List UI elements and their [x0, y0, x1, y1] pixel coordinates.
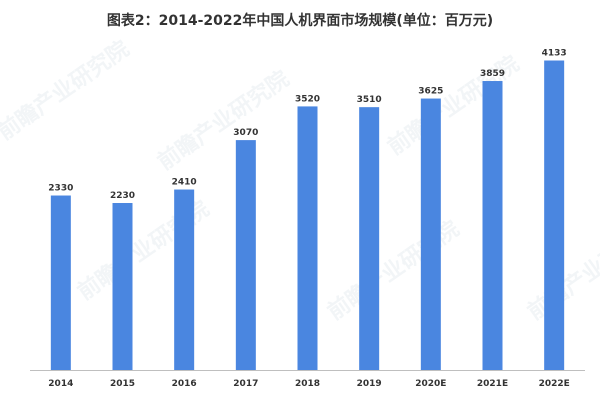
x-tick-label-2020E: 2020E [415, 379, 446, 389]
x-tick-label-2015: 2015 [110, 379, 135, 389]
bar-2021E [482, 81, 503, 371]
x-tick-label-2021E: 2021E [477, 379, 508, 389]
data-label-2017: 3070 [233, 128, 258, 138]
data-label-2018: 3520 [295, 94, 320, 104]
bar-2018 [297, 106, 318, 370]
data-label-2022E: 4133 [542, 49, 567, 59]
bars-group [50, 60, 565, 371]
bar-2015 [112, 203, 133, 370]
x-tick-label-2016: 2016 [172, 379, 197, 389]
bar-2020E [420, 98, 441, 370]
bar-2022E [544, 60, 565, 370]
bar-2019 [359, 107, 380, 370]
chart-title: 图表2：2014-2022年中国人机界面市场规模(单位：百万元) [106, 13, 494, 29]
x-tick-label-2017: 2017 [233, 379, 258, 389]
data-labels-group: 2330 2230 2410 3070 3520 3510 3625 3859 4133 [48, 49, 566, 202]
data-label-2014: 2330 [48, 184, 73, 194]
data-label-2015: 2230 [110, 191, 135, 201]
bar-2014 [50, 195, 71, 370]
x-tick-label-2022E: 2022E [539, 379, 570, 389]
x-tick-label-2018: 2018 [295, 379, 320, 389]
x-tick-labels-group: 2014 2015 2016 2017 2018 2019 2020E 2021E 2022E [48, 379, 569, 389]
data-label-2019: 3510 [357, 95, 382, 105]
x-tick-label-2014: 2014 [48, 379, 73, 389]
data-label-2016: 2410 [172, 178, 197, 188]
data-label-2021E: 3859 [480, 69, 505, 79]
data-label-2020E: 3625 [418, 87, 443, 97]
bar-2017 [235, 140, 256, 370]
bar-2016 [174, 189, 195, 370]
x-tick-label-2019: 2019 [357, 379, 382, 389]
